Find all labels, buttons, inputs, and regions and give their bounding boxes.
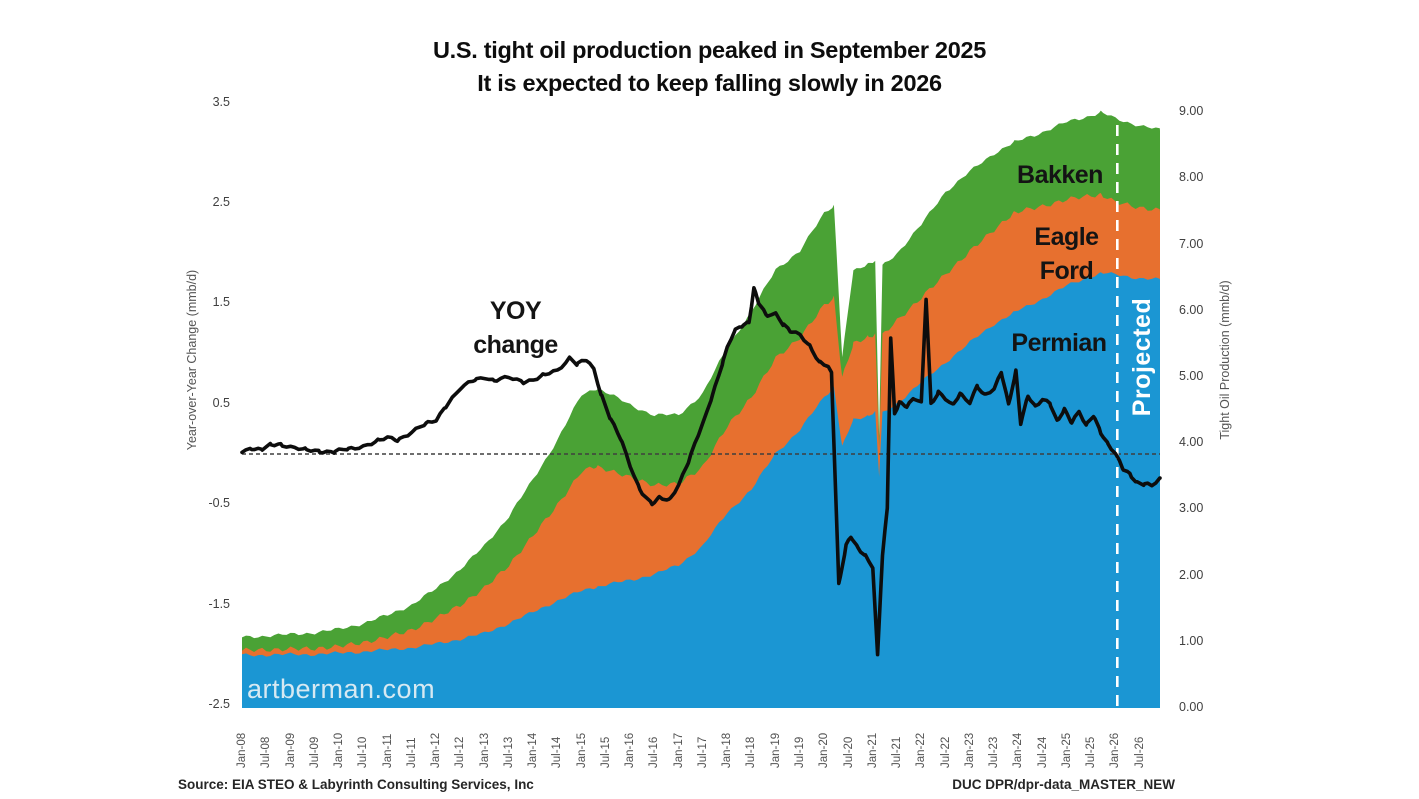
right-axis-tick-label: 9.00 — [1179, 104, 1204, 119]
right-axis-tick-label: 1.00 — [1179, 633, 1204, 648]
x-axis-tick-label: Jul-19 — [793, 736, 806, 768]
projected-label: Projected — [1128, 297, 1156, 417]
source-caption: Source: EIA STEO & Labyrinth Consulting … — [178, 777, 534, 792]
x-axis-tick-label: Jul-14 — [551, 736, 564, 768]
x-axis-tick-label: Jan-09 — [284, 732, 297, 768]
right-axis-tick-label: 8.00 — [1179, 170, 1204, 185]
right-axis-title: Tight Oil Production (mmb/d) — [1218, 280, 1232, 440]
x-axis-tick-label: Jan-17 — [672, 732, 685, 768]
x-axis-tick-label: Jan-10 — [333, 732, 346, 768]
yoy-change-label: YOY change — [473, 297, 558, 359]
x-axis-tick-label: Jul-12 — [454, 736, 467, 768]
file-reference-caption: DUC DPR/dpr-data_MASTER_NEW — [952, 777, 1175, 792]
x-axis-tick-label: Jan-19 — [769, 732, 782, 768]
left-axis-tick-label: 1.5 — [212, 295, 230, 310]
x-axis-tick-label: Jul-25 — [1085, 736, 1098, 768]
x-axis-tick-label: Jul-13 — [502, 736, 515, 768]
right-axis-tick-label: 0.00 — [1179, 700, 1204, 714]
x-axis-tick-label: Jan-16 — [624, 732, 637, 768]
x-axis-tick-label: Jul-18 — [745, 736, 758, 768]
x-axis-tick-label: Jan-14 — [527, 732, 540, 768]
x-axis-tick-label: Jul-16 — [648, 736, 661, 768]
x-axis-tick-label: Jul-22 — [939, 736, 952, 768]
x-axis-tick-label: Jul-08 — [260, 736, 273, 768]
x-axis-tick-label: Jan-25 — [1060, 732, 1073, 768]
chart-title-line1: U.S. tight oil production peaked in Sept… — [432, 37, 987, 63]
x-axis-tick-label: Jan-11 — [381, 733, 394, 768]
left-axis-tick-label: 0.5 — [212, 395, 230, 410]
x-axis-tick-label: Jan-21 — [866, 732, 879, 768]
x-axis-tick-label: Jan-26 — [1109, 732, 1122, 768]
x-axis-tick-label: Jan-22 — [915, 732, 928, 768]
left-axis-tick-label: -0.5 — [208, 496, 230, 511]
left-axis-tick-label: -2.5 — [208, 697, 230, 711]
x-axis-tick-label: Jan-13 — [478, 732, 491, 768]
x-axis-tick-label: Jul-23 — [988, 736, 1001, 768]
left-axis-tick-label: 2.5 — [212, 195, 230, 209]
eagle-ford-label: Eagle Ford — [1034, 223, 1099, 285]
x-axis-tick-label: Jan-18 — [721, 732, 734, 768]
left-axis-tick-label: -1.5 — [208, 596, 230, 611]
x-axis-tick-label: Jul-09 — [308, 736, 321, 768]
x-axis-tick-label: Jan-24 — [1012, 732, 1025, 768]
x-axis-tick-label: Jan-08 — [236, 732, 248, 768]
x-axis-tick-label: Jul-17 — [696, 736, 709, 768]
x-axis-tick-label: Jul-26 — [1133, 736, 1146, 768]
chart-title: U.S. tight oil production peaked in Sept… — [0, 34, 1419, 100]
watermark: artberman.com — [247, 674, 436, 704]
x-axis-tick-label: Jan-23 — [963, 732, 976, 768]
right-axis-tick-label: 2.00 — [1179, 567, 1204, 582]
x-axis-tick-label: Jul-24 — [1036, 736, 1049, 768]
x-axis-tick-label: Jan-20 — [818, 732, 831, 768]
right-axis-tick-label: 3.00 — [1179, 501, 1204, 516]
right-axis-tick-label: 5.00 — [1179, 369, 1204, 383]
x-axis-tick-label: Jul-15 — [599, 736, 612, 768]
left-axis-tick-label: 3.5 — [212, 94, 230, 109]
x-axis-tick-label: Jan-15 — [575, 732, 588, 768]
yoy-change-line — [240, 285, 1162, 657]
x-axis-tick-label: Jul-20 — [842, 736, 855, 768]
x-axis-tick-label: Jan-12 — [430, 732, 443, 768]
x-axis-tick-label: Jul-21 — [891, 736, 904, 768]
right-axis-tick-label: 4.00 — [1179, 435, 1204, 450]
x-axis-tick-label: Jul-11 — [405, 737, 418, 768]
chart-title-line2: It is expected to keep falling slowly in… — [477, 70, 942, 96]
right-axis-tick-label: 6.00 — [1179, 302, 1204, 317]
x-axis-tick-label: Jul-10 — [357, 736, 370, 768]
right-axis-tick-label: 7.00 — [1179, 236, 1204, 251]
permian-label: Permian — [1011, 329, 1107, 357]
left-axis-title: Year-over-Year Change (mmb/d) — [185, 269, 199, 451]
bakken-label: Bakken — [1017, 161, 1103, 189]
